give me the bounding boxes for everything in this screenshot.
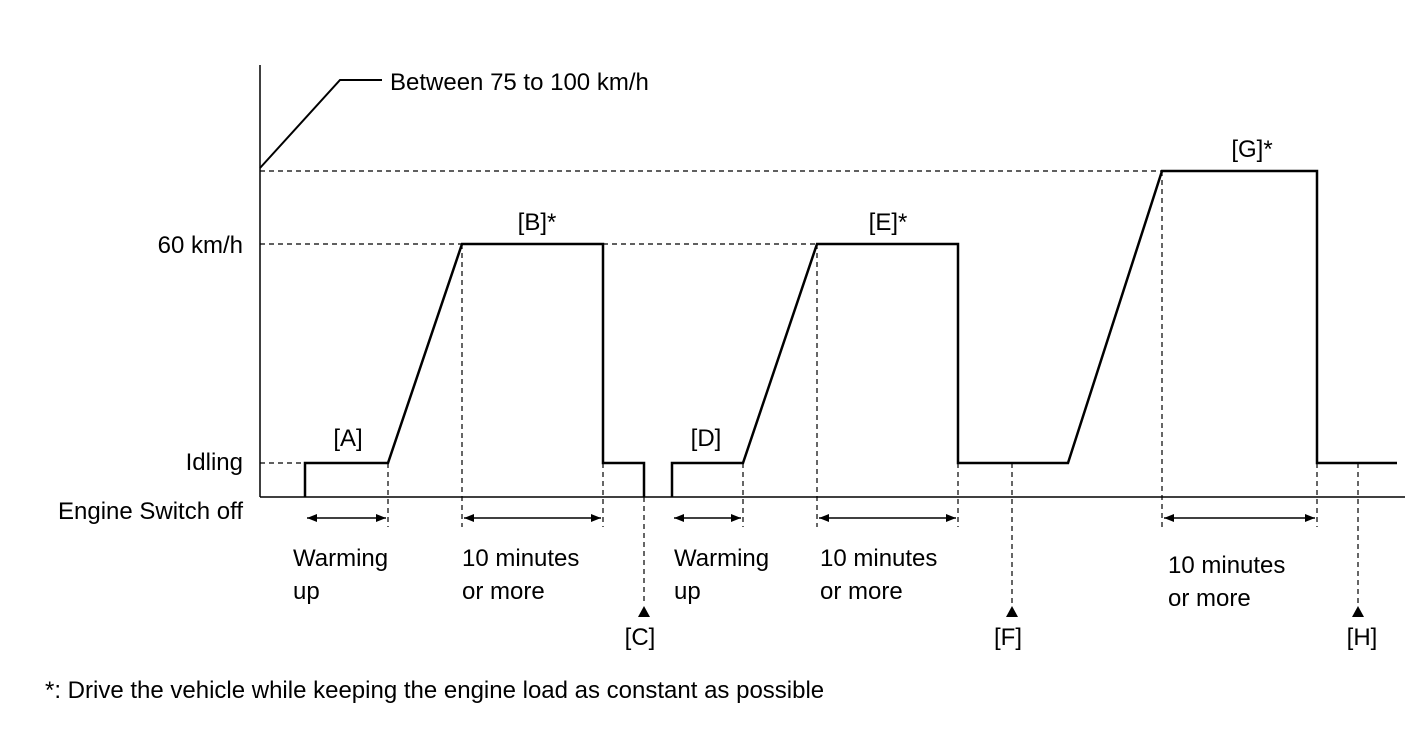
duration-1-line2: up — [293, 578, 320, 605]
duration-2-line1: 10 minutes — [462, 545, 579, 572]
speed-trace-2 — [670, 169, 1397, 497]
step-d-label: [D] — [691, 425, 722, 452]
duration-2-line2: or more — [462, 578, 545, 605]
level-off-label: Engine Switch off — [58, 498, 243, 525]
duration-3-line1: Warming — [674, 545, 769, 572]
high-speed-label: Between 75 to 100 km/h — [390, 69, 649, 96]
level-idle-label: Idling — [186, 449, 243, 476]
duration-4-line2: or more — [820, 578, 903, 605]
duration-5-line2: or more — [1168, 585, 1251, 612]
duration-5-line1: 10 minutes — [1168, 552, 1285, 579]
step-h-label: [H] — [1347, 624, 1378, 651]
level-60-label: 60 km/h — [158, 232, 243, 259]
step-f-label: [F] — [994, 624, 1022, 651]
step-b-label: [B]* — [518, 209, 557, 236]
marker-h-triangle — [1352, 606, 1364, 617]
duration-3-line2: up — [674, 578, 701, 605]
footnote: *: Drive the vehicle while keeping the e… — [45, 677, 824, 704]
duration-1-line1: Warming — [293, 545, 388, 572]
step-g-label: [G]* — [1231, 136, 1272, 163]
speed-trace-1 — [303, 242, 646, 497]
reference-dashes — [260, 170, 1359, 605]
marker-f-triangle — [1006, 606, 1018, 617]
step-c-label: [C] — [625, 624, 656, 651]
high-speed-callout-line — [259, 79, 382, 169]
marker-c-triangle — [638, 606, 650, 617]
step-a-label: [A] — [333, 425, 362, 452]
duration-4-line1: 10 minutes — [820, 545, 937, 572]
step-e-label: [E]* — [869, 209, 908, 236]
